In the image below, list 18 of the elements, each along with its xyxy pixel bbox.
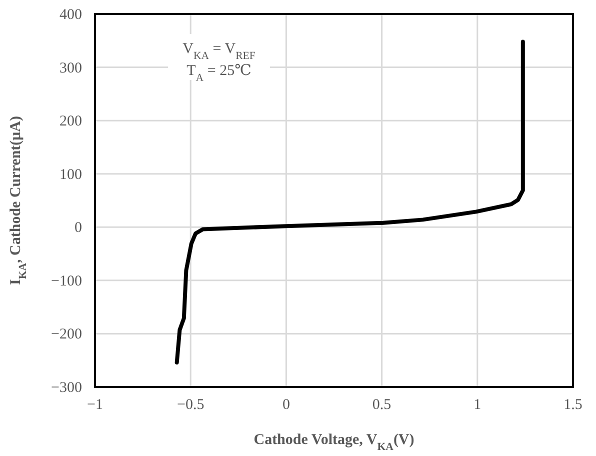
x-tick-label: −1 xyxy=(87,397,103,413)
y-tick-label: 300 xyxy=(60,60,82,76)
x-axis-title: Cathode Voltage, V$_{KA}$(V) xyxy=(254,432,414,453)
y-tick-label: 100 xyxy=(60,166,82,183)
x-tick-label: 1 xyxy=(474,397,482,413)
y-tick-label: −100 xyxy=(51,273,82,290)
annotation: T$_{A}$ = 25℃ xyxy=(186,63,252,84)
x-tick-label: 0.5 xyxy=(372,397,392,413)
x-tick-label: 1.5 xyxy=(564,397,582,413)
x-tick-label: −0.5 xyxy=(176,397,204,413)
annotation: V$_{KA}$ = V$_{REF}$ xyxy=(182,41,256,62)
y-tick-label: −300 xyxy=(51,380,82,396)
y-tick-label: −200 xyxy=(51,326,82,343)
y-tick-label: 200 xyxy=(60,114,82,130)
line-series xyxy=(174,40,525,364)
y-tick-label: 400 xyxy=(60,7,82,23)
x-tick-label: 0 xyxy=(282,397,290,413)
y-tick-label: 0 xyxy=(74,220,82,236)
